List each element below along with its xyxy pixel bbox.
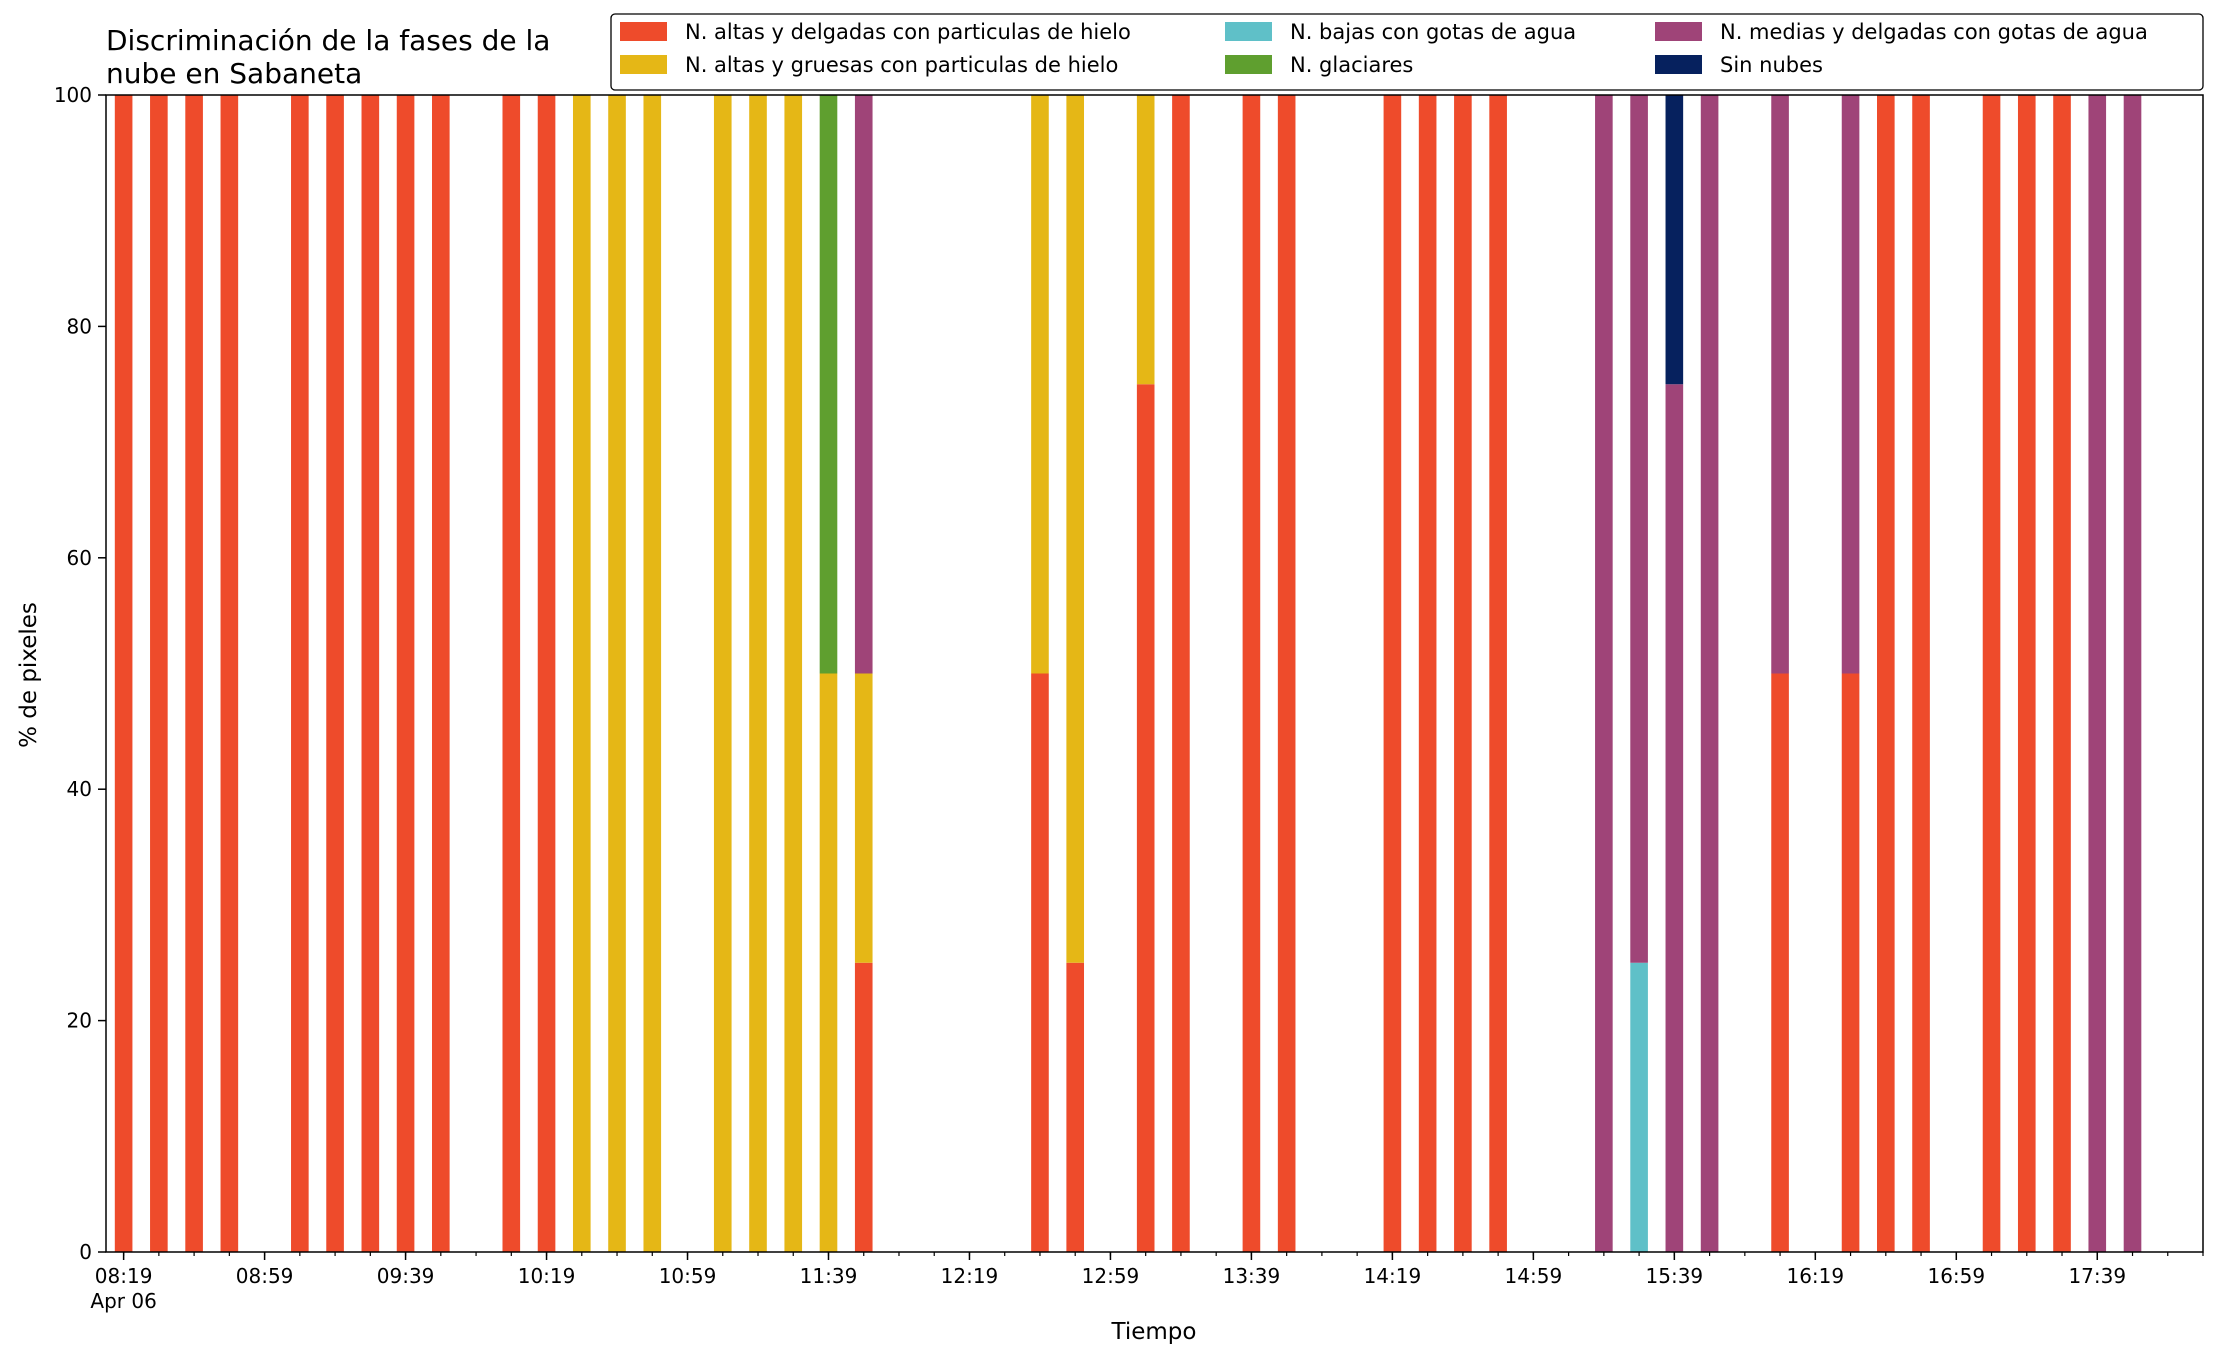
bar-segment-1139-s1 <box>819 673 838 1252</box>
x-tick-label-1619: 16:19 <box>1786 1264 1844 1288</box>
bar-segment-0829-s0 <box>150 95 168 1252</box>
legend-label-5: Sin nubes <box>1720 53 1823 77</box>
bar-segment-1239-s1 <box>1031 95 1049 674</box>
bar-segment-0949-s0 <box>432 95 450 1252</box>
legend: N. altas y delgadas con particulas de hi… <box>610 13 2204 91</box>
bar-segment-1149-s0 <box>854 962 873 1252</box>
bar-segment-1009-s0 <box>502 95 521 1252</box>
bar-segment-1649-s0 <box>1912 95 1930 1252</box>
x-tick-label-0819: 08:19 <box>95 1264 153 1288</box>
y-tick-label-0: 0 <box>79 1240 92 1264</box>
bar-segment-1129-s1 <box>784 95 803 1252</box>
bar-segment-1629-s0 <box>1841 673 1860 1252</box>
bar-segment-1539-s5 <box>1665 95 1684 385</box>
plot-frame <box>105 94 2204 1253</box>
x-tick-label-1539: 15:39 <box>1646 1264 1704 1288</box>
y-tick-label-60: 60 <box>67 546 92 570</box>
bar-segment-0819-s0 <box>114 95 133 1252</box>
y-tick-label-100: 100 <box>54 83 92 107</box>
bar-segment-1539-s4 <box>1665 384 1684 1252</box>
bar-segment-1109-s1 <box>713 95 732 1252</box>
x-tick-sublabel: Apr 06 <box>90 1289 156 1313</box>
x-tick-label-1739: 17:39 <box>2068 1264 2126 1288</box>
bar-segment-1429-s0 <box>1418 95 1437 1252</box>
bar-segment-1039-s1 <box>608 95 626 1252</box>
bar-segment-1309-s1 <box>1136 95 1155 385</box>
x-tick-label-1419: 14:19 <box>1364 1264 1422 1288</box>
legend-swatch-0 <box>620 22 667 41</box>
bar-segment-1609-s4 <box>1771 95 1789 674</box>
chart-title: Discriminación de la fases de la nube en … <box>106 24 550 90</box>
bar-segment-0929-s0 <box>361 95 380 1252</box>
legend-swatch-4 <box>1655 22 1702 41</box>
bar-segment-1419-s0 <box>1383 95 1402 1252</box>
bar-segment-1709-s0 <box>1982 95 2001 1252</box>
bar-segment-1149-s1 <box>854 673 873 963</box>
bar-segment-1049-s1 <box>643 95 662 1252</box>
bar-segment-1749-s4 <box>2123 95 2142 1252</box>
legend-swatch-1 <box>620 55 667 74</box>
legend-label-4: N. medias y delgadas con gotas de agua <box>1720 20 2148 44</box>
bar-segment-1529-s4 <box>1630 95 1648 963</box>
bar-segment-1339-s0 <box>1242 95 1261 1252</box>
y-tick-label-40: 40 <box>67 777 92 801</box>
y-axis-label: % de pixeles <box>16 602 42 748</box>
bar-segment-1639-s0 <box>1877 95 1895 1252</box>
bar-segment-1139-s3 <box>819 95 838 674</box>
bar-segment-1319-s0 <box>1172 95 1190 1252</box>
x-tick-label-1259: 12:59 <box>1082 1264 1140 1288</box>
bar-segment-0849-s0 <box>220 95 239 1252</box>
bar-segment-1119-s1 <box>749 95 767 1252</box>
legend-swatch-5 <box>1655 55 1702 74</box>
legend-swatch-3 <box>1225 55 1272 74</box>
bar-segment-1629-s4 <box>1841 95 1860 674</box>
bar-segment-1239-s0 <box>1031 673 1049 1252</box>
bar-segment-1449-s0 <box>1489 95 1507 1252</box>
x-tick-label-1459: 14:59 <box>1505 1264 1563 1288</box>
bar-segment-0909-s0 <box>291 95 309 1252</box>
x-tick-label-0939: 09:39 <box>377 1264 435 1288</box>
legend-swatch-2 <box>1225 22 1272 41</box>
legend-label-1: N. altas y gruesas con particulas de hie… <box>685 53 1118 77</box>
bar-segment-0919-s0 <box>326 95 344 1252</box>
plot-area <box>105 94 2204 1253</box>
bar-segment-1529-s2 <box>1630 962 1648 1252</box>
legend-label-3: N. glaciares <box>1290 53 1413 77</box>
bar-segment-1249-s0 <box>1066 962 1085 1252</box>
bar-segment-1609-s0 <box>1771 673 1789 1252</box>
bar-segment-1349-s0 <box>1277 95 1296 1252</box>
bar-segment-1309-s0 <box>1136 384 1155 1252</box>
legend-box <box>610 13 2204 91</box>
bar-segment-1719-s0 <box>2017 95 2036 1252</box>
bar-segment-1549-s4 <box>1700 95 1719 1252</box>
x-tick-label-1059: 10:59 <box>659 1264 717 1288</box>
bar-segment-1249-s1 <box>1066 95 1085 963</box>
x-tick-label-1139: 11:39 <box>800 1264 858 1288</box>
x-tick-label-1219: 12:19 <box>941 1264 999 1288</box>
y-tick-label-20: 20 <box>67 1009 92 1033</box>
bar-segment-1729-s0 <box>2053 95 2071 1252</box>
y-tick-label-80: 80 <box>67 314 92 338</box>
bar-segment-1019-s0 <box>537 95 556 1252</box>
x-tick-label-0859: 08:59 <box>236 1264 294 1288</box>
bar-segment-1439-s0 <box>1454 95 1472 1252</box>
bar-segment-1149-s4 <box>854 95 873 674</box>
bar-segment-0839-s0 <box>185 95 203 1252</box>
bar-segment-1519-s4 <box>1595 95 1613 1252</box>
x-axis-label: Tiempo <box>1111 1319 1197 1345</box>
y-axis: 0 20 40 60 80 100 <box>54 83 106 1264</box>
bar-segment-0939-s0 <box>396 95 415 1252</box>
bar-segment-1739-s4 <box>2088 95 2107 1252</box>
x-tick-label-1339: 13:39 <box>1223 1264 1281 1288</box>
x-tick-label-1019: 10:19 <box>518 1264 576 1288</box>
x-tick-label-1659: 16:59 <box>1927 1264 1985 1288</box>
legend-label-0: N. altas y delgadas con particulas de hi… <box>685 20 1131 44</box>
bar-segment-1029-s1 <box>572 95 591 1252</box>
legend-label-2: N. bajas con gotas de agua <box>1290 20 1576 44</box>
